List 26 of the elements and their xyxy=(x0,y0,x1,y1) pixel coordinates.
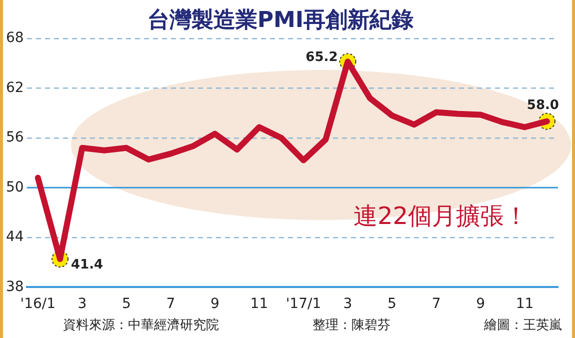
y-tick-label: 62 xyxy=(6,80,24,96)
source-note: 資料來源：中華經濟研究院 xyxy=(63,317,219,334)
text: 整理：陳碧芬 xyxy=(312,317,390,334)
annotation: 連22個月擴張！ xyxy=(353,202,528,230)
x-tick-label: 5 xyxy=(388,296,396,312)
data-label: 41.4 xyxy=(71,257,104,272)
x-tick-label: 7 xyxy=(432,296,441,312)
y-tick-label: 68 xyxy=(6,30,24,46)
x-tick-label: 9 xyxy=(476,296,485,312)
x-tick-label: '16/1 xyxy=(20,296,56,312)
data-label: 58.0 xyxy=(526,98,559,114)
y-tick-label: 56 xyxy=(6,130,24,146)
y-tick-label: 50 xyxy=(6,179,24,196)
x-tick-label: 3 xyxy=(78,296,87,312)
x-tick-label: 3 xyxy=(343,296,352,312)
y-tick-label: 38 xyxy=(6,278,24,295)
data-label: 65.2 xyxy=(306,50,338,65)
x-tick-label: '17/1 xyxy=(286,296,322,312)
chart-title: 台灣製造業PMI再創新紀錄 xyxy=(147,6,414,33)
x-tick-label: 7 xyxy=(166,296,176,312)
y-tick-label: 44 xyxy=(6,229,24,246)
x-tick-label: 11 xyxy=(516,296,534,312)
x-tick-label: 9 xyxy=(210,296,220,312)
x-tick-label: 5 xyxy=(122,296,131,312)
text: 繪圖：王英嵐 xyxy=(484,317,562,334)
x-tick-label: 11 xyxy=(250,296,268,312)
